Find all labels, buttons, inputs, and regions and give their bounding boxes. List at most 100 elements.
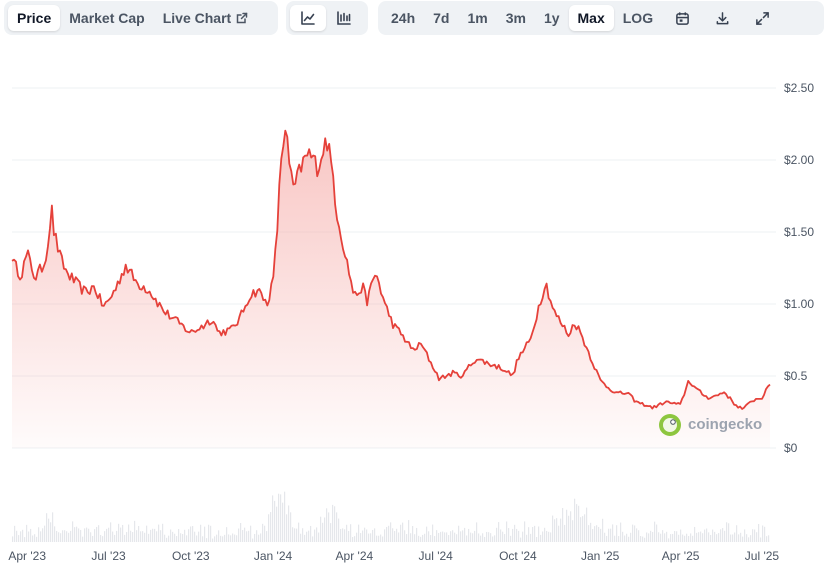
volume-bar bbox=[526, 534, 528, 542]
volume-bar bbox=[138, 526, 140, 542]
volume-bar bbox=[336, 512, 338, 542]
volume-bar bbox=[442, 531, 444, 542]
y-tick-label: $2.50 bbox=[784, 81, 814, 95]
range-3m[interactable]: 3m bbox=[505, 10, 526, 26]
volume-bar bbox=[630, 532, 632, 542]
tab-price[interactable]: Price bbox=[8, 5, 61, 31]
volume-bar bbox=[28, 531, 30, 542]
volume-bar bbox=[368, 533, 370, 542]
volume-bar bbox=[440, 531, 442, 542]
volume-bar bbox=[634, 525, 636, 542]
x-tick-label: Jul '25 bbox=[745, 549, 780, 563]
volume-bar bbox=[212, 538, 214, 542]
volume-bar bbox=[730, 534, 732, 542]
volume-bar bbox=[392, 528, 394, 542]
volume-bar bbox=[240, 522, 242, 542]
volume-bar bbox=[552, 515, 554, 542]
volume-bar bbox=[344, 529, 346, 542]
volume-bar bbox=[450, 531, 452, 542]
volume-bar bbox=[214, 536, 216, 542]
range-1m[interactable]: 1m bbox=[467, 10, 488, 26]
volume-bar bbox=[464, 527, 466, 542]
log-scale-toggle[interactable]: LOG bbox=[622, 10, 654, 26]
download-button[interactable] bbox=[702, 5, 742, 31]
line-chart-button[interactable] bbox=[290, 5, 326, 31]
volume-bar bbox=[44, 525, 46, 542]
volume-bar bbox=[688, 535, 690, 542]
calendar-button[interactable] bbox=[662, 5, 702, 31]
range-max[interactable]: Max bbox=[568, 5, 614, 31]
volume-bar bbox=[308, 530, 310, 542]
volume-bar bbox=[720, 529, 722, 542]
volume-bar bbox=[252, 538, 254, 542]
volume-bar bbox=[596, 525, 598, 542]
volume-bar bbox=[310, 525, 312, 542]
volume-bar bbox=[378, 535, 380, 542]
volume-bar bbox=[590, 522, 592, 542]
volume-bar bbox=[434, 536, 436, 542]
volume-bar bbox=[676, 531, 678, 542]
volume-bar bbox=[242, 530, 244, 542]
volume-bar bbox=[474, 530, 476, 542]
volume-bar bbox=[130, 530, 132, 542]
volume-bar bbox=[70, 530, 72, 542]
volume-bar bbox=[416, 527, 418, 542]
volume-bar bbox=[258, 534, 260, 542]
volume-bar bbox=[496, 527, 498, 542]
range-24h[interactable]: 24h bbox=[391, 10, 416, 26]
external-link-icon bbox=[236, 12, 248, 24]
volume-bar bbox=[488, 532, 490, 542]
volume-bar bbox=[226, 527, 228, 542]
x-tick-label: Jul '23 bbox=[91, 549, 126, 563]
volume-bar bbox=[738, 534, 740, 542]
volume-bar bbox=[90, 532, 92, 542]
volume-bar bbox=[446, 532, 448, 542]
volume-bar bbox=[402, 522, 404, 542]
volume-bar bbox=[408, 520, 410, 542]
volume-bar bbox=[764, 526, 766, 542]
volume-bar bbox=[38, 527, 40, 542]
volume-bar bbox=[396, 528, 398, 542]
volume-bar bbox=[758, 523, 760, 542]
volume-bar bbox=[180, 533, 182, 542]
volume-bar bbox=[768, 535, 770, 542]
volume-bar bbox=[418, 535, 420, 542]
tab-market-cap[interactable]: Market Cap bbox=[69, 10, 145, 26]
volume-bar bbox=[144, 532, 146, 542]
volume-bar bbox=[168, 535, 170, 542]
live-chart-label: Live Chart bbox=[162, 10, 232, 26]
volume-bar bbox=[420, 536, 422, 542]
volume-bar bbox=[572, 520, 574, 542]
range-7d[interactable]: 7d bbox=[433, 10, 450, 26]
volume-bar bbox=[102, 536, 104, 542]
volume-bar bbox=[652, 531, 654, 542]
volume-bar bbox=[724, 530, 726, 542]
volume-bar bbox=[120, 527, 122, 542]
volume-bar bbox=[286, 514, 288, 542]
tab-live-chart[interactable]: Live Chart bbox=[154, 5, 257, 31]
expand-icon bbox=[755, 11, 769, 25]
volume-bar bbox=[152, 528, 154, 542]
candlestick-button[interactable] bbox=[326, 5, 362, 31]
volume-bar bbox=[544, 527, 546, 542]
volume-bar bbox=[564, 524, 566, 542]
volume-bar bbox=[600, 528, 602, 542]
volume-bar bbox=[636, 528, 638, 542]
volume-bars bbox=[12, 491, 770, 542]
volume-bar bbox=[84, 528, 86, 542]
x-tick-label: Apr '24 bbox=[336, 549, 374, 563]
volume-bar bbox=[534, 525, 536, 542]
price-chart[interactable]: $2.50 $2.00 $1.50 $1.00 $0.5 $0 Apr '23 Jul '2… bbox=[0, 40, 824, 570]
volume-bar bbox=[30, 528, 32, 542]
volume-bar bbox=[514, 524, 516, 542]
range-1y[interactable]: 1y bbox=[543, 10, 560, 26]
fullscreen-button[interactable] bbox=[742, 5, 782, 31]
volume-bar bbox=[666, 531, 668, 542]
volume-bar bbox=[266, 531, 268, 542]
volume-bar bbox=[484, 536, 486, 542]
volume-bar bbox=[200, 524, 202, 542]
volume-bar bbox=[122, 524, 124, 542]
volume-bar bbox=[360, 533, 362, 542]
volume-bar bbox=[174, 533, 176, 542]
volume-bar bbox=[126, 532, 128, 542]
